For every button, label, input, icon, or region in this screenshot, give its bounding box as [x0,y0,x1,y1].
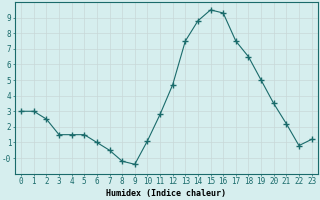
X-axis label: Humidex (Indice chaleur): Humidex (Indice chaleur) [106,189,226,198]
